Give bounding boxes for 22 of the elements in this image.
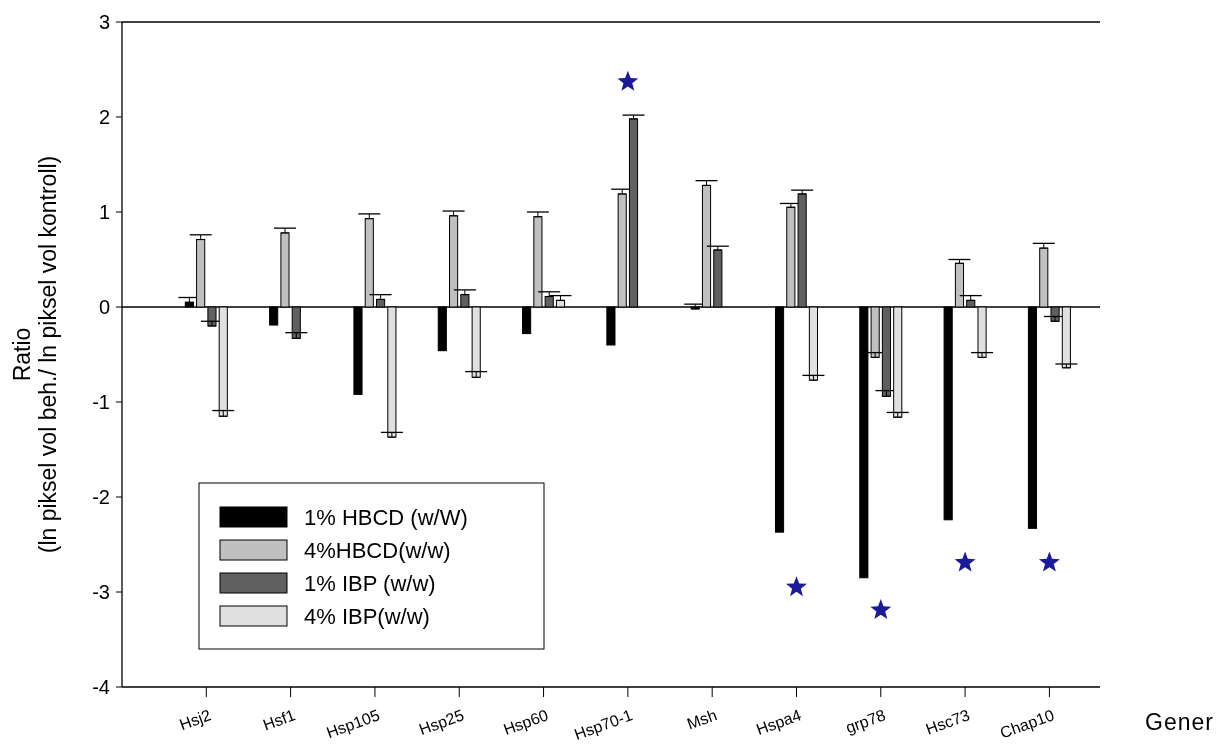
x-tick-label: Hspa4 [754,706,804,739]
x-tick-label: Hsc73 [923,706,973,738]
legend-label: 4% IBP(w/w) [304,603,430,629]
x-tick-label: Hsf1 [260,706,298,734]
legend-label: 1% IBP (w/w) [304,570,436,596]
x-tick-label: Hsp25 [416,706,467,739]
x-tick-label: grp78 [843,706,888,737]
y-tick-label: -3 [92,581,110,603]
x-axis-title: Gener [1145,709,1214,735]
y-tick-label: -4 [92,676,110,698]
y-tick-label: 0 [98,296,110,318]
x-tick-label: Hsj2 [177,706,214,734]
y-tick-label: -1 [92,391,110,413]
x-tick-label: Hsp60 [501,706,551,739]
x-tick-label: Msh [684,706,720,733]
y-tick-label: 2 [98,106,110,128]
legend-label: 4%HBCD(w/w) [304,537,451,563]
legend-label: 1% HBCD (w/W) [304,504,468,530]
y-tick-label: 1 [98,201,110,223]
y-tick-label: 3 [98,11,110,33]
y-tick-label: -2 [92,486,110,508]
y-axis-title: Ratio (ln piksel vol beh./ ln piksel vol kontroll) [9,155,62,554]
